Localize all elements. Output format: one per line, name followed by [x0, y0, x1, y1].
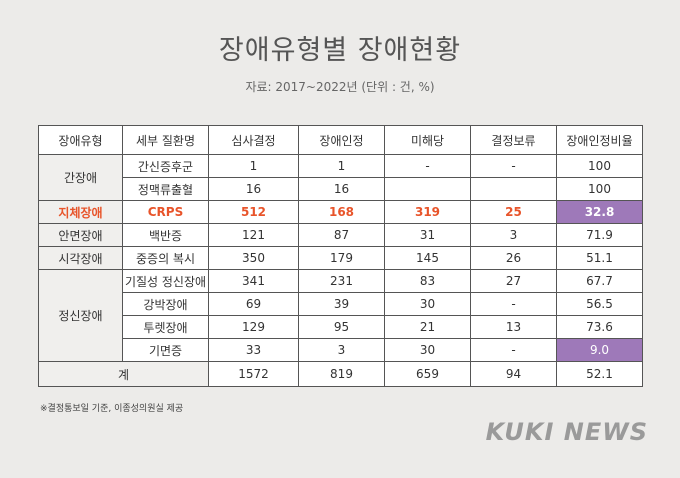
review-cell: 1: [208, 154, 299, 178]
total-label: 계: [38, 361, 209, 387]
header-review: 심사결정: [208, 125, 299, 155]
table-row: 시각장애 중증의 복시 350 179 145 26 51.1: [38, 246, 643, 270]
disease-cell: 기면증: [122, 338, 209, 362]
ratio-cell: 100: [556, 177, 643, 201]
review-cell: 16: [208, 177, 299, 201]
disability-status-table: 장애유형 세부 질환명 심사결정 장애인정 미해당 결정보류 장애인정비율 간장…: [38, 125, 643, 387]
disease-cell: 정맥류출혈: [122, 177, 209, 201]
recognized-cell: 168: [298, 200, 385, 224]
type-cell: 안면장애: [38, 223, 123, 247]
pending-cell: 13: [470, 315, 557, 339]
review-cell: 129: [208, 315, 299, 339]
ratio-cell: 56.5: [556, 292, 643, 316]
table-row: 강박장애 69 39 30 - 56.5: [39, 292, 643, 316]
total-row: 계 1572 819 659 94 52.1: [38, 361, 643, 387]
pending-cell: -: [470, 292, 557, 316]
ratio-cell: 67.7: [556, 269, 643, 293]
ratio-cell: 71.9: [556, 223, 643, 247]
total-review: 1572: [208, 361, 299, 387]
table-row: 정신장애 기질성 정신장애 341 231 83 27 67.7: [38, 269, 643, 362]
recognized-cell: 3: [298, 338, 385, 362]
disease-cell: 중증의 복시: [122, 246, 209, 270]
total-not-applicable: 659: [384, 361, 471, 387]
review-cell: 69: [208, 292, 299, 316]
ratio-cell: 51.1: [556, 246, 643, 270]
pending-cell: [470, 177, 557, 201]
not-applicable-cell: -: [384, 154, 471, 178]
not-applicable-cell: [384, 177, 471, 201]
pending-cell: -: [470, 338, 557, 362]
page-title: 장애유형별 장애현황: [218, 35, 462, 66]
pending-cell: 26: [470, 246, 557, 270]
table-header-row: 장애유형 세부 질환명 심사결정 장애인정 미해당 결정보류 장애인정비율: [38, 125, 643, 155]
pending-cell: 27: [470, 269, 557, 293]
disease-cell: CRPS: [122, 200, 209, 224]
recognized-cell: 179: [298, 246, 385, 270]
type-cell: 시각장애: [38, 246, 123, 270]
review-cell: 350: [208, 246, 299, 270]
footnote: ※결정통보일 기준, 이종성의원실 제공: [40, 404, 184, 414]
total-recognized: 819: [298, 361, 385, 387]
header-disease: 세부 질환명: [122, 125, 209, 155]
ratio-cell-highlighted: 32.8: [556, 200, 643, 224]
kuki-news-logo: KUKI NEWS: [485, 418, 648, 446]
pending-cell: 3: [470, 223, 557, 247]
not-applicable-cell: 319: [384, 200, 471, 224]
total-pending: 94: [470, 361, 557, 387]
recognized-cell: 95: [298, 315, 385, 339]
table-row: 기면증 33 3 30 - 9.0: [39, 338, 643, 362]
not-applicable-cell: 83: [384, 269, 471, 293]
type-cell: 지체장애: [38, 200, 123, 224]
table-row: 간장애 간신증후군 1 1 - - 100: [38, 154, 643, 201]
header-not-applicable: 미해당: [384, 125, 471, 155]
disease-cell: 기질성 정신장애: [122, 269, 209, 293]
table-row: 정맥류출혈 16 16 100: [39, 177, 643, 201]
header-recognized: 장애인정: [298, 125, 385, 155]
review-cell: 33: [208, 338, 299, 362]
disease-cell: 투렛장애: [122, 315, 209, 339]
not-applicable-cell: 30: [384, 338, 471, 362]
not-applicable-cell: 21: [384, 315, 471, 339]
review-cell: 121: [208, 223, 299, 247]
header-type: 장애유형: [38, 125, 123, 155]
ratio-cell: 73.6: [556, 315, 643, 339]
source-subtitle: 자료: 2017~2022년 (단위 : 건, %): [245, 80, 435, 94]
pending-cell: -: [470, 154, 557, 178]
type-cell: 정신장애: [38, 269, 123, 362]
disease-cell: 간신증후군: [122, 154, 209, 178]
table-row-highlighted: 지체장애 CRPS 512 168 319 25 32.8: [38, 200, 643, 224]
header-ratio: 장애인정비율: [556, 125, 643, 155]
not-applicable-cell: 30: [384, 292, 471, 316]
not-applicable-cell: 145: [384, 246, 471, 270]
review-cell: 341: [208, 269, 299, 293]
not-applicable-cell: 31: [384, 223, 471, 247]
recognized-cell: 1: [298, 154, 385, 178]
recognized-cell: 231: [298, 269, 385, 293]
review-cell: 512: [208, 200, 299, 224]
table-row: 투렛장애 129 95 21 13 73.6: [39, 315, 643, 339]
disease-cell: 백반증: [122, 223, 209, 247]
ratio-cell-highlighted: 9.0: [556, 338, 643, 362]
recognized-cell: 87: [298, 223, 385, 247]
total-ratio: 52.1: [556, 361, 643, 387]
recognized-cell: 16: [298, 177, 385, 201]
header-pending: 결정보류: [470, 125, 557, 155]
type-cell: 간장애: [38, 154, 123, 201]
pending-cell: 25: [470, 200, 557, 224]
disease-cell: 강박장애: [122, 292, 209, 316]
recognized-cell: 39: [298, 292, 385, 316]
table-row: 안면장애 백반증 121 87 31 3 71.9: [38, 223, 643, 247]
ratio-cell: 100: [556, 154, 643, 178]
